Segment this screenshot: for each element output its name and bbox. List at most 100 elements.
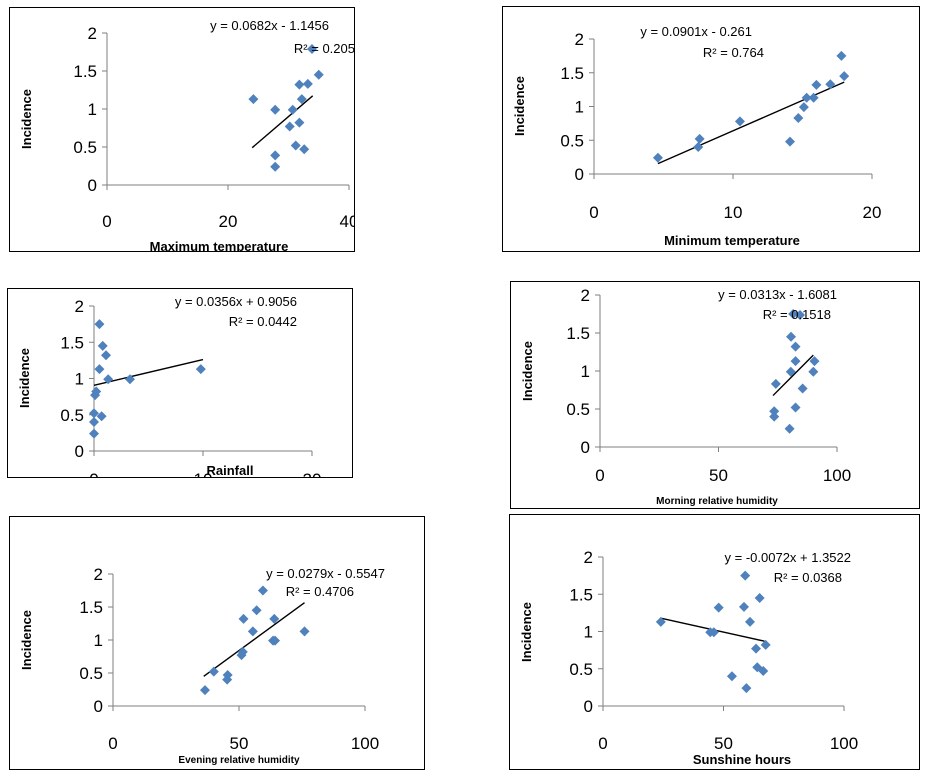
data-point bbox=[248, 94, 259, 105]
r-squared-label: R² = 0.4706 bbox=[286, 584, 354, 599]
data-point bbox=[296, 94, 307, 105]
trendline bbox=[657, 81, 845, 165]
y-tick-label: 1.5 bbox=[60, 333, 84, 352]
y-tick-label: 0 bbox=[584, 697, 593, 716]
x-tick-label: 50 bbox=[714, 734, 733, 753]
trendline-equation: y = 0.0313x - 1.6081 bbox=[718, 287, 837, 302]
r-squared-label: R² = 0.0442 bbox=[229, 314, 297, 329]
y-tick-label: 1.5 bbox=[560, 64, 584, 83]
data-point bbox=[751, 643, 762, 654]
y-tick-label: 1 bbox=[75, 370, 84, 389]
data-point bbox=[195, 364, 206, 375]
x-axis-title: Sunshine hours bbox=[693, 752, 791, 767]
x-tick-label: 10 bbox=[194, 470, 213, 478]
data-point bbox=[811, 79, 822, 90]
x-axis-title: Evening relative humidity bbox=[178, 755, 300, 766]
data-point bbox=[222, 674, 233, 685]
r-squared-label: R² = 0.0368 bbox=[774, 570, 842, 585]
y-tick-label: 1.5 bbox=[569, 585, 593, 604]
trendline-equation: y = -0.0072x + 1.3522 bbox=[725, 550, 851, 565]
data-point bbox=[97, 340, 108, 351]
x-tick-label: 20 bbox=[303, 470, 322, 478]
x-tick-label: 40 bbox=[340, 212, 355, 231]
data-point bbox=[222, 669, 233, 680]
y-tick-label: 0 bbox=[75, 442, 84, 461]
y-axis-title: Incidence bbox=[512, 76, 527, 136]
y-tick-label: 2 bbox=[88, 24, 97, 43]
y-tick-label: 0.5 bbox=[569, 660, 593, 679]
data-point bbox=[745, 616, 756, 627]
trendline bbox=[772, 354, 814, 397]
y-tick-label: 1 bbox=[88, 100, 97, 119]
data-point bbox=[103, 374, 114, 385]
data-point bbox=[100, 350, 111, 361]
data-point bbox=[713, 602, 724, 613]
x-tick-label: 0 bbox=[589, 203, 598, 222]
data-point bbox=[785, 366, 796, 377]
data-point bbox=[290, 140, 301, 151]
data-point bbox=[299, 144, 310, 155]
chart-border bbox=[9, 7, 355, 252]
data-point bbox=[790, 356, 801, 367]
chart-maximum-temperature: 0 0.5 1 1.5 2 0 20 40 Incidence Maximum temperatu… bbox=[9, 7, 355, 252]
data-point bbox=[740, 570, 751, 581]
x-axis-title: Maximum temperature bbox=[150, 239, 289, 252]
data-point bbox=[769, 406, 780, 417]
data-point bbox=[89, 408, 99, 419]
data-point bbox=[793, 112, 804, 123]
y-tick-label: 1.5 bbox=[73, 62, 97, 81]
data-point bbox=[808, 92, 819, 103]
chart-minimum-temperature: 0 0.5 1 1.5 2 0 10 20 Incidence Minimum temperatu… bbox=[502, 6, 920, 252]
data-point bbox=[313, 69, 324, 80]
x-tick-label: 20 bbox=[219, 212, 238, 231]
data-point bbox=[784, 423, 795, 434]
data-point bbox=[124, 374, 135, 385]
data-point bbox=[790, 402, 801, 413]
data-point bbox=[808, 366, 819, 377]
y-tick-label: 0.5 bbox=[60, 406, 84, 425]
x-axis-title: Minimum temperature bbox=[664, 233, 800, 248]
data-point bbox=[693, 142, 704, 152]
y-axis-title: Incidence bbox=[519, 602, 534, 662]
y-tick-label: 2 bbox=[75, 297, 84, 316]
y-tick-label: 0 bbox=[575, 165, 584, 184]
y-tick-label: 0 bbox=[88, 176, 97, 195]
data-point bbox=[302, 78, 313, 89]
trendline bbox=[251, 95, 314, 149]
y-tick-label: 0 bbox=[581, 438, 590, 457]
data-point bbox=[758, 665, 769, 676]
y-axis-title: Incidence bbox=[520, 341, 535, 401]
data-point bbox=[237, 646, 248, 657]
y-tick-label: 2 bbox=[575, 30, 584, 49]
x-tick-label: 100 bbox=[830, 734, 858, 753]
data-point bbox=[257, 585, 268, 596]
chart-sunshine-hours: 0 0.5 1 1.5 2 0 50 100 Incidence Sunshine hours y … bbox=[509, 514, 920, 770]
data-point bbox=[238, 613, 249, 624]
y-tick-label: 0.5 bbox=[73, 138, 97, 157]
y-axis-title: Incidence bbox=[19, 89, 34, 149]
x-tick-label: 50 bbox=[709, 466, 728, 485]
trendline bbox=[203, 602, 305, 677]
x-axis-title: Rainfall bbox=[207, 463, 254, 478]
chart-border bbox=[509, 514, 920, 770]
data-point bbox=[269, 613, 280, 624]
y-tick-label: 0.5 bbox=[566, 400, 590, 419]
data-point bbox=[94, 364, 105, 375]
data-point bbox=[825, 79, 836, 90]
data-point bbox=[760, 639, 771, 650]
x-tick-label: 0 bbox=[102, 212, 111, 231]
data-point bbox=[270, 150, 281, 161]
x-tick-label: 100 bbox=[351, 734, 379, 753]
y-tick-label: 0 bbox=[94, 697, 103, 716]
data-point bbox=[839, 71, 850, 82]
data-point bbox=[96, 411, 107, 422]
trendline-equation: y = 0.0682x - 1.1456 bbox=[210, 18, 329, 33]
y-axis-title: Incidence bbox=[19, 610, 34, 670]
y-tick-label: 1 bbox=[584, 623, 593, 642]
y-tick-label: 0.5 bbox=[79, 664, 103, 683]
y-tick-label: 2 bbox=[94, 565, 103, 584]
data-point bbox=[726, 671, 737, 682]
chart-svg: 0 0.5 1 1.5 2 0 50 100 Incidence Morning relative… bbox=[510, 281, 920, 509]
chart-rainfall: 00.511.5201020IncidenceRainfally = 0.035… bbox=[7, 288, 353, 478]
